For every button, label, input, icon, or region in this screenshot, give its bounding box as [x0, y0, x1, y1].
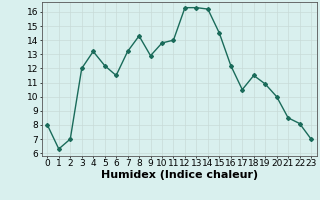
X-axis label: Humidex (Indice chaleur): Humidex (Indice chaleur): [100, 170, 258, 180]
